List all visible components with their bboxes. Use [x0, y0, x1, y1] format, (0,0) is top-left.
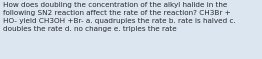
Text: How does doubling the concentration of the alkyl halide in the
following SN2 rea: How does doubling the concentration of t… [3, 2, 236, 32]
